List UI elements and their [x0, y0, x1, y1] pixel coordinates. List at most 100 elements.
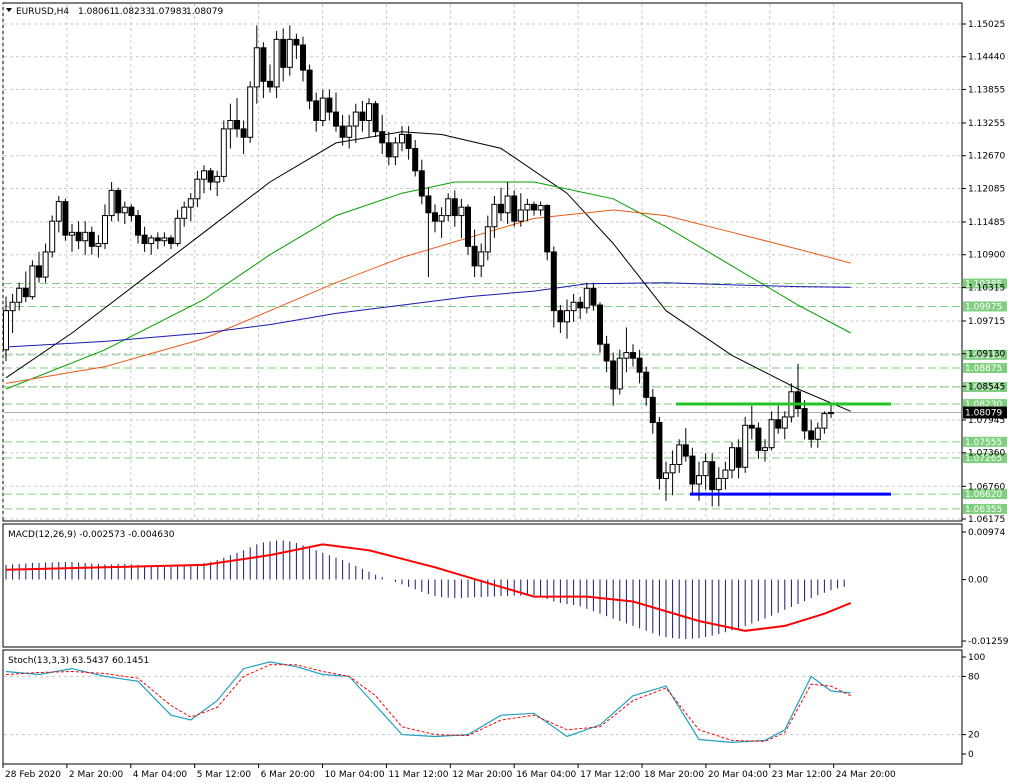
quote-high: 1.08233 — [114, 7, 151, 17]
candle — [313, 92, 320, 132]
candle — [253, 25, 260, 104]
candle-body-bull — [484, 226, 491, 253]
candle-body-bear — [168, 237, 174, 245]
candle-body-bear — [471, 245, 478, 267]
candle-body-bull — [814, 427, 821, 440]
candle — [814, 422, 821, 448]
candle-body-bull — [768, 419, 775, 449]
candle — [108, 182, 115, 222]
candle-body-bear — [689, 455, 696, 485]
candle — [729, 442, 735, 479]
candle — [214, 170, 221, 196]
candle-body-bear — [498, 203, 504, 214]
candle — [267, 64, 273, 93]
candle — [564, 299, 570, 339]
candle-body-bull — [715, 477, 722, 491]
candle — [49, 215, 56, 258]
candle — [359, 100, 366, 132]
candle-body-bear — [636, 357, 643, 373]
candle — [715, 467, 722, 507]
candle-body-bear — [775, 419, 782, 429]
price-tick-label: 1.12670 — [968, 152, 1005, 162]
macd-label: MACD(12,26,9) -0.002573 -0.004630 — [8, 530, 175, 540]
candle — [550, 246, 557, 328]
candle-body-bull — [29, 265, 36, 298]
candle-body-bear — [267, 80, 273, 88]
candle — [135, 209, 141, 244]
level-tag-label: 1.06355 — [965, 505, 1002, 515]
candle — [524, 198, 531, 222]
macd-signal-line — [5, 543, 852, 632]
candle — [293, 33, 300, 59]
candle-body-bull — [346, 125, 353, 138]
candle — [379, 114, 386, 155]
level-tag — [963, 362, 1007, 373]
candle — [491, 195, 498, 238]
candle-body-bull — [352, 111, 359, 127]
level-tag — [963, 382, 1007, 392]
candle — [616, 349, 623, 395]
candle-body-bear — [36, 265, 42, 278]
candle-body-bear — [154, 237, 161, 242]
candle — [465, 204, 471, 255]
candle — [187, 193, 194, 222]
candle-body-bull — [616, 357, 623, 390]
candle-body-bull — [762, 447, 768, 451]
candle-body-bull — [458, 206, 465, 217]
candle — [623, 327, 630, 373]
candle — [702, 453, 709, 490]
candle — [748, 405, 755, 440]
candle-body-bull — [95, 243, 102, 247]
candle-body-bull — [821, 413, 828, 429]
candle-body-bear — [597, 304, 603, 345]
level-tag — [963, 399, 1007, 410]
candle — [643, 366, 650, 406]
price-tick-label: 1.13255 — [968, 119, 1005, 129]
candle — [128, 204, 135, 222]
candle — [689, 447, 696, 496]
candle-body-bull — [478, 251, 485, 267]
level-tag-label: 1.09975 — [965, 302, 1002, 312]
time-tick-label: 5 Mar 12:00 — [197, 770, 252, 780]
candle-body-bear — [128, 206, 135, 217]
candle-body-bull — [742, 424, 749, 468]
candle — [82, 221, 89, 255]
candle — [597, 302, 603, 353]
candle — [273, 30, 280, 99]
candle — [735, 439, 742, 479]
candle — [333, 92, 339, 132]
symbol-header[interactable]: EURUSD,H4 1.08061 1.08233 1.07983 1.0807… — [6, 7, 223, 17]
candle-body-bull — [69, 231, 75, 236]
dropdown-triangle-icon[interactable] — [6, 8, 12, 12]
candle-body-bull — [696, 475, 702, 485]
candle — [610, 352, 617, 406]
candle — [544, 204, 551, 261]
candle — [663, 461, 669, 501]
candle-body-bear — [544, 205, 551, 253]
candle-body-bear — [557, 310, 564, 323]
candle — [656, 416, 663, 490]
level-tag — [963, 489, 1007, 500]
candle-body-bull — [55, 201, 62, 222]
candle — [234, 98, 240, 138]
candle — [405, 126, 412, 160]
candle-body-bear — [88, 231, 95, 247]
candle-body-bear — [412, 147, 419, 172]
candle — [372, 100, 379, 138]
candle — [62, 198, 69, 241]
time-tick-label: 11 Mar 12:00 — [388, 770, 448, 780]
level-tag — [963, 503, 1007, 514]
candle-body-bear — [735, 447, 742, 468]
macd-panel-frame — [2, 523, 963, 648]
level-tag-label: 1.06620 — [965, 490, 1002, 500]
candle-body-bear — [135, 215, 141, 236]
candle-body-bear — [300, 44, 306, 71]
time-tick-label: 23 Mar 12:00 — [772, 770, 832, 780]
candle — [88, 226, 95, 255]
candle-body-bull — [392, 142, 399, 158]
candle-body-bull — [583, 287, 590, 309]
candle-body-bear — [313, 100, 320, 121]
candle — [808, 419, 815, 448]
stoch-main-line — [5, 661, 851, 744]
candle — [781, 411, 788, 440]
